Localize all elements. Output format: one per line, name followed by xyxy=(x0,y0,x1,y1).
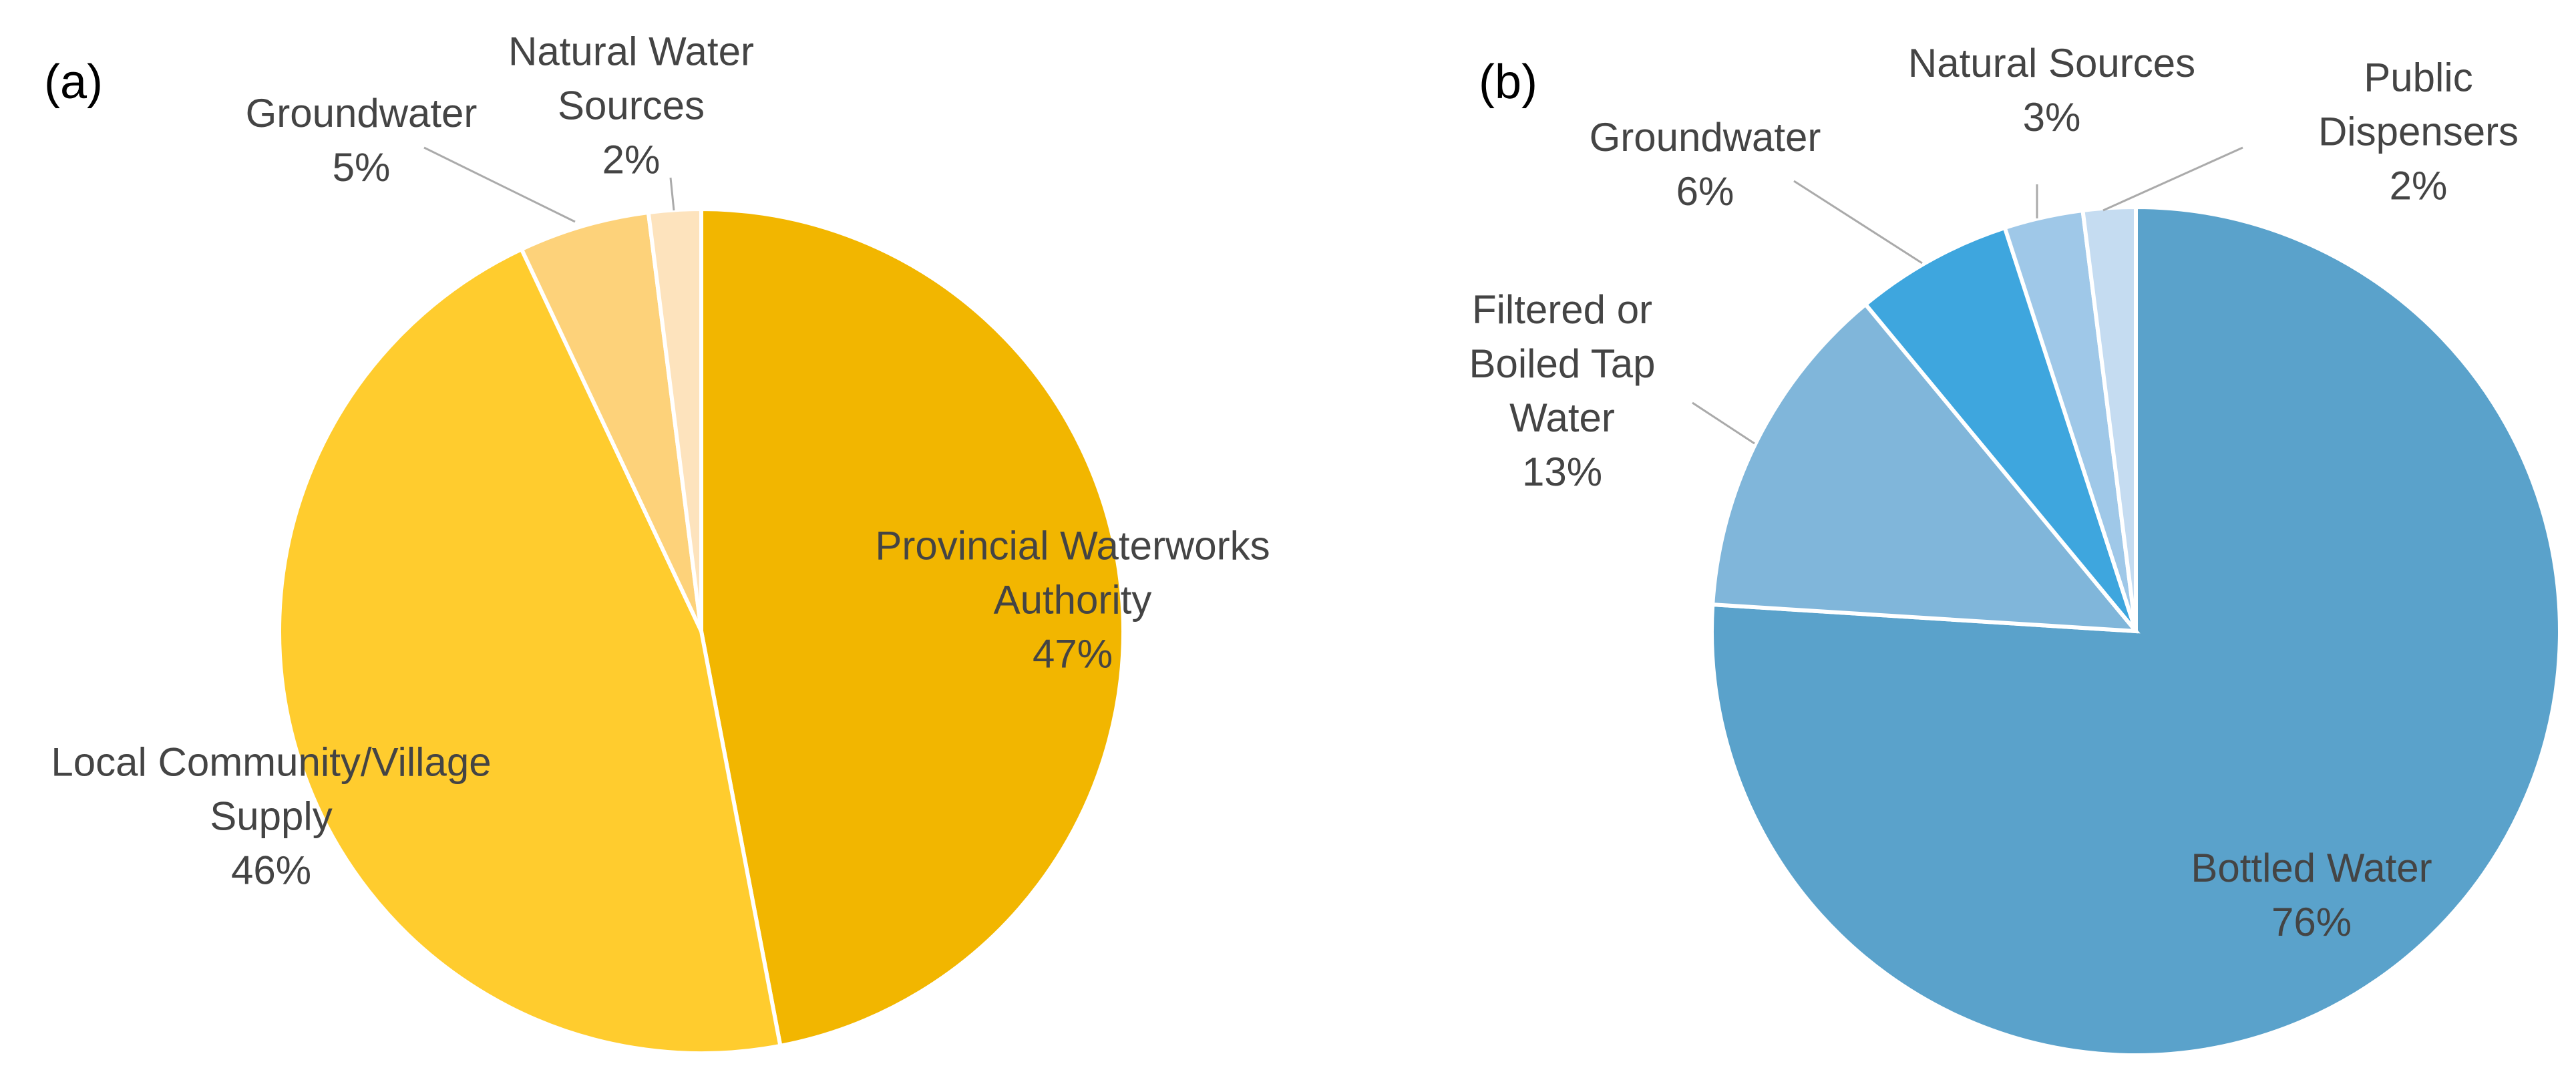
value-label: 3% xyxy=(2022,95,2081,140)
category-label: Groundwater xyxy=(1589,115,1821,160)
slice-label: Provincial Waterworks Authority 47% xyxy=(832,519,1313,681)
pie-slice xyxy=(518,210,703,633)
pie-slice xyxy=(699,206,1126,1049)
category-label: Bottled Water xyxy=(2191,846,2432,890)
slice-label: Groundwater 6% xyxy=(1538,110,1872,218)
pie-slice xyxy=(277,246,783,1055)
leader-line xyxy=(1692,401,1755,445)
slice-label: Filtered or Boiled Tap Water 13% xyxy=(1449,283,1676,499)
slice-label: Local Community/Village Supply 46% xyxy=(0,735,548,898)
slice-label: Natural Sources 3% xyxy=(1851,36,2252,144)
leader-line xyxy=(2102,146,2243,212)
value-label: 6% xyxy=(1676,169,1734,214)
slice-label: Natural Water Sources 2% xyxy=(491,25,771,187)
category-label: Groundwater xyxy=(245,91,478,136)
category-label: Natural Sources xyxy=(1907,41,2196,85)
value-label: 2% xyxy=(602,137,661,182)
category-label: Provincial Waterworks Authority xyxy=(875,523,1270,622)
value-label: 13% xyxy=(1521,450,1603,494)
panel-label: (a) xyxy=(44,55,103,109)
value-label: 47% xyxy=(1032,631,1113,677)
value-label: 46% xyxy=(230,848,312,893)
category-label: Local Community/Village Supply xyxy=(51,739,492,839)
category-label: Filtered or Boiled Tap Water xyxy=(1469,287,1656,440)
category-label: Natural Water Sources xyxy=(508,29,754,128)
value-label: 76% xyxy=(2271,900,2352,944)
category-label: Public Dispensers xyxy=(2318,55,2519,154)
leader-lines xyxy=(423,146,2243,445)
pie-slice xyxy=(1863,225,2138,633)
value-label: 5% xyxy=(332,145,391,190)
pie-slice xyxy=(1710,204,2562,1057)
slice-label: Bottled Water 76% xyxy=(2111,841,2512,949)
leader-line xyxy=(1793,180,1923,264)
leader-line xyxy=(669,177,675,211)
panel-label: (b) xyxy=(1479,55,1537,109)
slice-label: Public Dispensers 2% xyxy=(2305,51,2532,213)
leader-line xyxy=(423,146,576,223)
pie-slice xyxy=(1710,301,2141,634)
value-label: 2% xyxy=(2389,163,2448,208)
slice-label: Groundwater 5% xyxy=(188,86,535,194)
